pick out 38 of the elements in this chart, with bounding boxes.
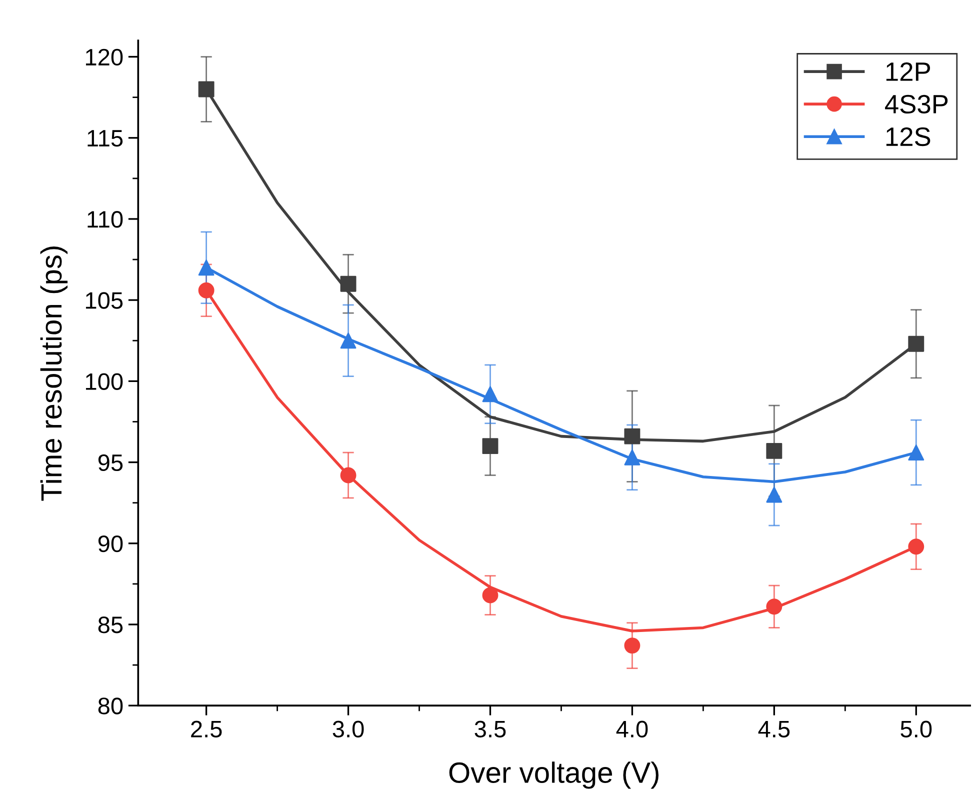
y-tick-label: 80 bbox=[98, 698, 123, 714]
x-tick-label: 4.5 bbox=[758, 721, 790, 738]
point bbox=[766, 598, 782, 615]
point bbox=[766, 442, 782, 459]
point bbox=[624, 449, 640, 466]
x-tick-label: 4.0 bbox=[616, 720, 648, 738]
point bbox=[482, 438, 498, 454]
y-axis-title: Time resolution (ps) bbox=[40, 246, 68, 501]
legend-label: 4S3P bbox=[885, 94, 948, 114]
point bbox=[482, 587, 498, 604]
point bbox=[340, 276, 356, 292]
point bbox=[624, 428, 640, 444]
point bbox=[340, 467, 356, 484]
y-tick-label: 110 bbox=[88, 211, 123, 228]
point bbox=[908, 538, 924, 555]
y-tick-label: 90 bbox=[98, 535, 123, 552]
x-tick-label: 3.0 bbox=[332, 720, 364, 738]
point bbox=[198, 81, 214, 98]
y-tick-label: 115 bbox=[88, 130, 123, 147]
legend-label: 12S bbox=[886, 127, 930, 146]
point bbox=[340, 332, 356, 349]
x-tick-label: 3.5 bbox=[474, 720, 506, 738]
y-tick-label: 95 bbox=[98, 454, 123, 472]
point bbox=[908, 336, 924, 352]
point bbox=[624, 638, 640, 654]
point bbox=[908, 444, 924, 461]
y-tick-label: 105 bbox=[86, 292, 123, 309]
x-tick-label: 2.5 bbox=[191, 720, 222, 738]
point bbox=[766, 486, 782, 503]
x-tick-label: 5.0 bbox=[900, 720, 932, 738]
y-tick-label: 85 bbox=[98, 616, 123, 634]
x-axis-title: Over voltage (V) bbox=[449, 762, 658, 789]
point bbox=[198, 260, 214, 276]
point bbox=[482, 386, 498, 402]
y-tick-label: 120 bbox=[86, 48, 123, 66]
point bbox=[198, 282, 214, 298]
legend-label: 12P bbox=[886, 62, 930, 81]
y-tick-label: 100 bbox=[86, 373, 123, 390]
